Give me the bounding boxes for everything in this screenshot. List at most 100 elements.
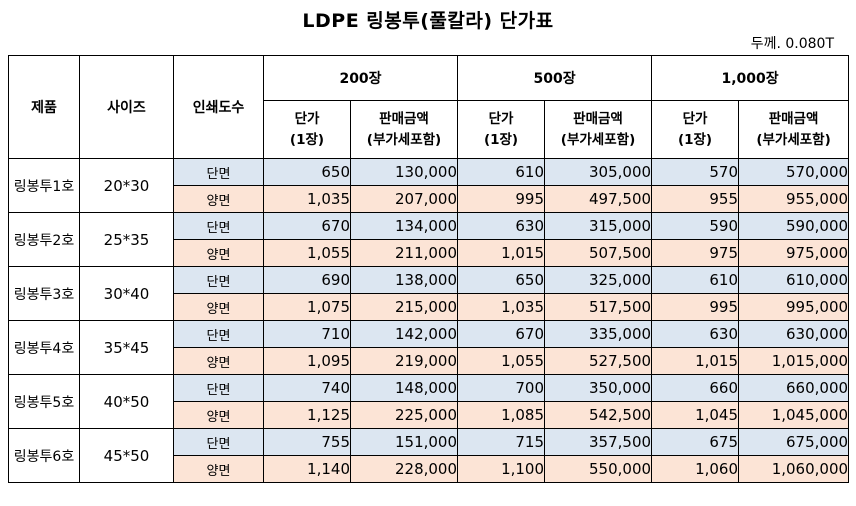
sale-amount-cell: 228,000: [349, 455, 459, 483]
product-size: 40*50: [79, 374, 174, 429]
unit-price-cell: 1,015: [651, 347, 740, 375]
product-size: 20*30: [79, 158, 174, 213]
unit-price-cell: 995: [457, 185, 546, 213]
header-sale-amount: 판매금액 (부가세포함): [544, 100, 653, 159]
unit-price-cell: 1,095: [263, 347, 351, 375]
product-name: 링봉투3호: [8, 266, 80, 321]
unit-price-cell: 1,055: [457, 347, 546, 375]
table-row: 양면 1,075 215,000 1,035 517,500 995 995,000: [9, 293, 850, 321]
sale-amount-cell: 550,000: [544, 455, 653, 483]
unit-price-cell: 740: [263, 374, 351, 402]
sale-amount-cell: 134,000: [349, 212, 459, 240]
sale-amount-cell: 357,500: [544, 428, 653, 456]
product-name: 링봉투5호: [8, 374, 80, 429]
unit-price-cell: 610: [651, 266, 740, 294]
sale-amount-cell: 497,500: [544, 185, 653, 213]
product-name: 링봉투4호: [8, 320, 80, 375]
thickness-label: 두께. 0.080T: [750, 36, 834, 52]
print-side: 단면: [173, 320, 264, 348]
sale-amount-cell: 130,000: [349, 158, 459, 186]
unit-price-cell: 670: [263, 212, 351, 240]
sale-amount-cell: 219,000: [349, 347, 459, 375]
unit-price-cell: 995: [651, 293, 740, 321]
header-unit-price: 단가 (1장): [651, 100, 740, 159]
page-title: LDPE 링봉투(풀칼라) 단가표: [302, 10, 554, 32]
unit-price-cell: 710: [263, 320, 351, 348]
unit-price-cell: 570: [651, 158, 740, 186]
unit-price-cell: 690: [263, 266, 351, 294]
sale-amount-cell: 507,500: [544, 239, 653, 267]
product-size: 25*35: [79, 212, 174, 267]
sale-amount-cell: 610,000: [738, 266, 850, 294]
table-row: 링봉투4호 35*45 단면 710 142,000 670 335,000 630 630,0…: [8, 320, 850, 375]
header-product: 제품: [8, 55, 80, 159]
table-row: 링봉투1호 20*30 단면 650 130,000 610 305,000 570 570,0…: [8, 158, 850, 213]
sale-amount-cell: 590,000: [738, 212, 850, 240]
table-row: 양면 1,055 211,000 1,015 507,500 975 975,000: [9, 239, 850, 267]
sale-amount-cell: 675,000: [738, 428, 850, 456]
sale-amount-cell: 315,000: [544, 212, 653, 240]
sale-amount-cell: 151,000: [349, 428, 459, 456]
unit-price-cell: 1,035: [457, 293, 546, 321]
print-side: 단면: [173, 374, 264, 402]
sale-amount-cell: 207,000: [349, 185, 459, 213]
unit-price-cell: 675: [651, 428, 740, 456]
print-side: 양면: [173, 293, 264, 321]
unit-price-cell: 1,140: [263, 455, 351, 483]
sale-amount-cell: 148,000: [349, 374, 459, 402]
unit-price-cell: 590: [651, 212, 740, 240]
product-name: 링봉투1호: [8, 158, 80, 213]
unit-price-cell: 700: [457, 374, 546, 402]
print-side: 양면: [173, 401, 264, 429]
table-row: 양면 1,035 207,000 995 497,500 955 955,000: [9, 185, 850, 213]
unit-price-cell: 1,015: [457, 239, 546, 267]
sale-amount-cell: 225,000: [349, 401, 459, 429]
table-row: 링봉투3호 30*40 단면 690 138,000 650 325,000 610 610,0…: [8, 266, 850, 321]
print-side: 단면: [173, 158, 264, 186]
price-table: 제품 사이즈 인쇄도수 200장 500장 1,000장 단가 (1장) 판매금액…: [8, 55, 850, 483]
table-row: 링봉투5호 40*50 단면 740 148,000 700 350,000 660 660,0…: [8, 374, 850, 429]
unit-price-cell: 650: [457, 266, 546, 294]
sale-amount-cell: 211,000: [349, 239, 459, 267]
print-side: 단면: [173, 212, 264, 240]
print-side: 양면: [173, 185, 264, 213]
sale-amount-cell: 975,000: [738, 239, 850, 267]
table-row: 양면 1,140 228,000 1,100 550,000 1,060 1,060,000: [9, 455, 850, 483]
unit-price-cell: 1,035: [263, 185, 351, 213]
sale-amount-cell: 335,000: [544, 320, 653, 348]
sale-amount-cell: 350,000: [544, 374, 653, 402]
unit-price-cell: 715: [457, 428, 546, 456]
table-row: 양면 1,095 219,000 1,055 527,500 1,015 1,015,000: [9, 347, 850, 375]
unit-price-cell: 660: [651, 374, 740, 402]
print-side: 양면: [173, 239, 264, 267]
table-row: 양면 1,125 225,000 1,085 542,500 1,045 1,045,000: [9, 401, 850, 429]
unit-price-cell: 1,125: [263, 401, 351, 429]
print-side: 단면: [173, 428, 264, 456]
sale-amount-cell: 215,000: [349, 293, 459, 321]
sale-amount-cell: 630,000: [738, 320, 850, 348]
print-side: 단면: [173, 266, 264, 294]
header-size: 사이즈: [79, 55, 174, 159]
sale-amount-cell: 542,500: [544, 401, 653, 429]
unit-price-cell: 1,085: [457, 401, 546, 429]
sale-amount-cell: 325,000: [544, 266, 653, 294]
header-sale-amount: 판매금액 (부가세포함): [738, 100, 850, 159]
sale-amount-cell: 1,015,000: [738, 347, 850, 375]
unit-price-cell: 1,100: [457, 455, 546, 483]
product-size: 30*40: [79, 266, 174, 321]
unit-price-cell: 955: [651, 185, 740, 213]
unit-price-cell: 1,060: [651, 455, 740, 483]
sale-amount-cell: 305,000: [544, 158, 653, 186]
unit-price-cell: 670: [457, 320, 546, 348]
table-row: 링봉투6호 45*50 단면 755 151,000 715 357,500 675 675,0…: [8, 428, 850, 483]
header-unit-price: 단가 (1장): [263, 100, 351, 159]
sale-amount-cell: 142,000: [349, 320, 459, 348]
product-size: 35*45: [79, 320, 174, 375]
table-row: 링봉투2호 25*35 단면 670 134,000 630 315,000 590 590,0…: [8, 212, 850, 267]
product-name: 링봉투2호: [8, 212, 80, 267]
product-size: 45*50: [79, 428, 174, 483]
header-qty-1000: 1,000장: [651, 55, 850, 101]
header-unit-price: 단가 (1장): [457, 100, 546, 159]
print-side: 양면: [173, 455, 264, 483]
sale-amount-cell: 1,045,000: [738, 401, 850, 429]
